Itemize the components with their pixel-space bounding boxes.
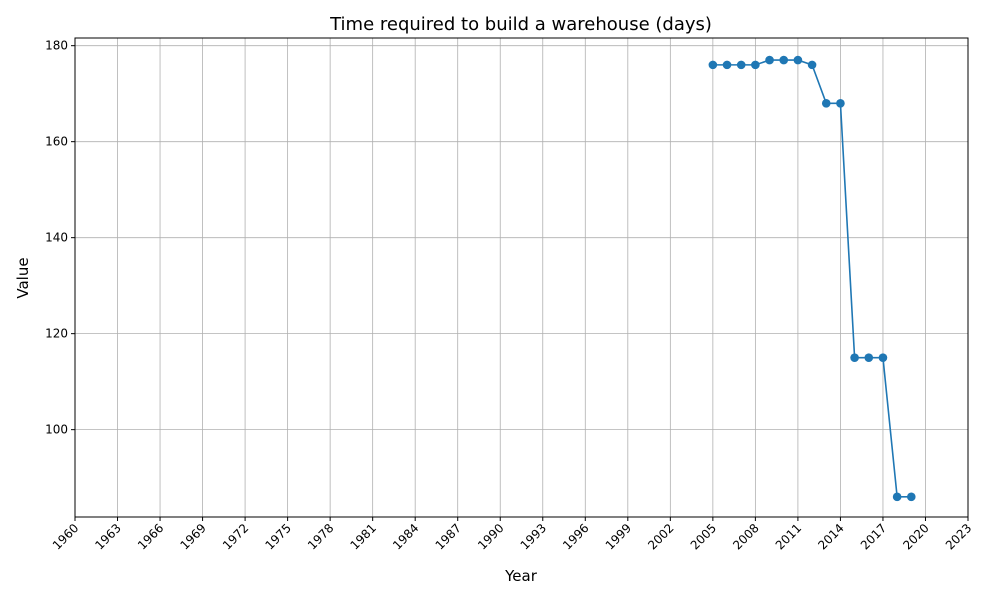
x-tick-label: 1975 <box>262 521 293 552</box>
x-tick-label: 1969 <box>177 521 208 552</box>
x-tick-label: 1963 <box>92 521 123 552</box>
x-tick-label: 2008 <box>730 521 761 552</box>
x-tick-label: 2017 <box>858 521 889 552</box>
x-tick-label: 1999 <box>603 521 634 552</box>
x-tick-label: 1987 <box>433 521 464 552</box>
x-axis-ticks: 1960 1963 1966 1969 1972 1975 1978 1981 1984 1987… <box>50 517 974 552</box>
y-axis-ticks: 100 120 140 160 180 <box>45 39 75 437</box>
series-layer <box>708 55 916 502</box>
x-tick-label: 2005 <box>688 521 719 552</box>
x-tick-label: 1990 <box>475 521 506 552</box>
data-point <box>708 60 718 70</box>
y-tick-label: 100 <box>45 423 68 437</box>
data-point <box>892 492 902 502</box>
y-axis-label: Value <box>14 257 32 298</box>
x-tick-label: 1966 <box>135 521 166 552</box>
data-point <box>836 98 845 108</box>
plot-frame <box>74 37 969 518</box>
chart-title: Time required to build a warehouse (days… <box>329 14 712 35</box>
data-point <box>821 98 831 108</box>
data-point <box>807 60 817 70</box>
data-point <box>793 55 803 65</box>
x-tick-label: 1981 <box>348 521 379 552</box>
x-tick-label: 1972 <box>220 521 251 552</box>
data-point <box>907 492 916 502</box>
x-tick-label: 2014 <box>815 521 846 552</box>
x-tick-label: 1996 <box>560 521 591 552</box>
x-tick-label: 1993 <box>518 521 549 552</box>
y-tick-label: 140 <box>45 231 68 245</box>
x-tick-label: 2011 <box>773 521 804 552</box>
x-tick-label: 2020 <box>900 521 931 552</box>
x-tick-label: 1984 <box>390 521 421 552</box>
x-tick-label: 2023 <box>943 521 974 552</box>
x-axis-label: Year <box>504 567 538 585</box>
y-tick-label: 120 <box>45 327 68 341</box>
data-point <box>779 55 789 65</box>
grid-layer <box>74 38 969 517</box>
x-tick-label: 1960 <box>50 521 81 552</box>
x-tick-label: 1978 <box>305 521 336 552</box>
data-point <box>751 60 760 70</box>
data-point <box>765 55 774 65</box>
data-point <box>864 353 874 362</box>
y-tick-label: 180 <box>45 39 68 53</box>
series-line <box>712 59 912 498</box>
x-tick-label: 2002 <box>645 521 676 552</box>
data-point <box>736 60 746 70</box>
y-tick-label: 160 <box>45 135 68 149</box>
data-point <box>878 353 888 362</box>
data-point <box>850 353 859 362</box>
data-point <box>722 60 732 70</box>
